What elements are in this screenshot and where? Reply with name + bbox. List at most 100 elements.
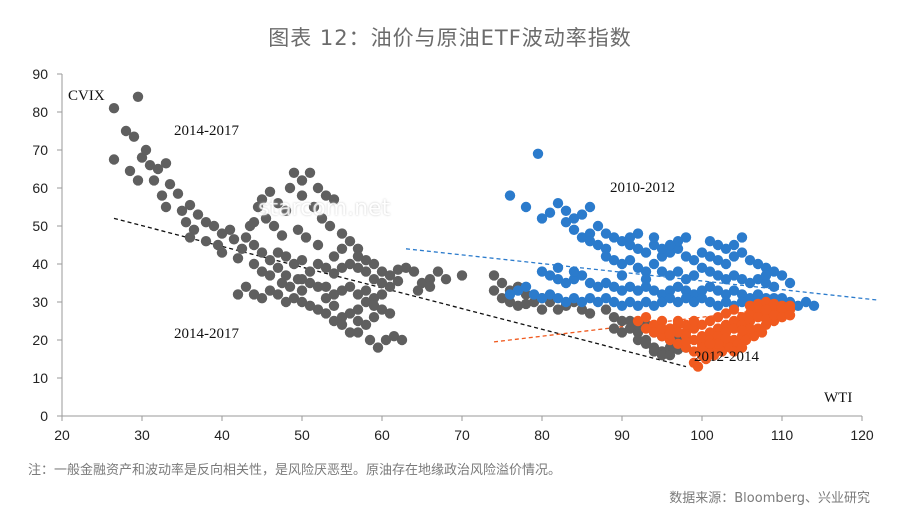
scatter-point-s2 — [680, 285, 692, 296]
scatter-point-s3 — [752, 298, 764, 310]
scatter-point-s2 — [696, 247, 708, 258]
scatter-point-s3 — [688, 315, 700, 327]
scatter-point-s1 — [312, 304, 324, 315]
scatter-point-s2 — [592, 281, 604, 292]
scatter-point-s3 — [776, 312, 788, 323]
scatter-point-s1 — [328, 194, 340, 205]
scatter-point-s1 — [376, 277, 388, 289]
scatter-point-s1 — [304, 266, 316, 277]
scatter-point-s1 — [180, 217, 192, 228]
scatter-point-s1 — [320, 281, 332, 292]
scatter-point-s1 — [228, 234, 240, 245]
scatter-point-s3 — [760, 296, 772, 308]
scatter-point-s2 — [512, 285, 524, 296]
scatter-point-s2 — [664, 247, 676, 258]
scatter-point-s2 — [632, 228, 644, 239]
scatter-point-s3 — [784, 300, 796, 311]
scatter-point-s1 — [440, 274, 452, 285]
scatter-point-s3 — [752, 312, 764, 323]
scatter-point-s1 — [164, 179, 176, 190]
scatter-point-s1 — [432, 266, 444, 277]
scatter-point-s1 — [256, 293, 268, 304]
scatter-point-s1 — [360, 296, 372, 308]
scatter-point-s3 — [736, 312, 748, 323]
scatter-point-s3 — [704, 327, 716, 338]
y-tick-label: 30 — [32, 294, 48, 310]
scatter-point-s1 — [520, 289, 532, 300]
x-tick-label: 20 — [54, 427, 70, 443]
scatter-point-s1 — [296, 255, 308, 266]
scatter-point-s1 — [132, 175, 144, 186]
scatter-point-s2 — [768, 266, 780, 277]
period-annotation: 2014-2017 — [174, 326, 239, 342]
scatter-point-s1 — [108, 154, 120, 165]
scatter-point-s3 — [704, 315, 716, 327]
scatter-point-s2 — [568, 224, 580, 235]
scatter-point-s2 — [728, 285, 740, 296]
scatter-point-s1 — [344, 258, 356, 270]
scatter-point-s2 — [576, 232, 588, 243]
scatter-point-s2 — [664, 285, 676, 296]
scatter-point-s1 — [124, 165, 136, 177]
scatter-point-s2 — [632, 262, 644, 273]
scatter-point-s3 — [744, 315, 756, 327]
scatter-point-s1 — [520, 298, 532, 310]
scatter-point-s1 — [296, 274, 308, 285]
scatter-point-s1 — [360, 266, 372, 277]
scatter-point-s2 — [648, 285, 660, 296]
scatter-point-s1 — [408, 266, 420, 277]
scatter-point-s2 — [720, 296, 732, 308]
scatter-point-s2 — [600, 293, 612, 304]
scatter-point-s1 — [544, 296, 556, 308]
scatter-point-s1 — [316, 213, 328, 224]
scatter-point-s1 — [232, 289, 244, 300]
scatter-point-s1 — [384, 308, 396, 319]
scatter-point-s2 — [720, 243, 732, 254]
scatter-point-s2 — [576, 209, 588, 220]
scatter-point-s2 — [632, 285, 644, 296]
scatter-point-s2 — [600, 228, 612, 239]
scatter-point-s2 — [752, 274, 764, 285]
scatter-point-s2 — [680, 274, 692, 285]
scatter-point-s1 — [308, 201, 320, 213]
scatter-point-s1 — [272, 247, 284, 258]
scatter-point-s1 — [336, 228, 348, 239]
scatter-point-s1 — [320, 293, 332, 304]
scatter-point-s1 — [336, 243, 348, 254]
scatter-point-s1 — [376, 289, 388, 300]
scatter-point-s2 — [736, 274, 748, 285]
scatter-point-s1 — [280, 251, 292, 262]
scatter-point-s2 — [632, 300, 644, 311]
scatter-point-s1 — [488, 270, 500, 281]
scatter-point-s2 — [592, 239, 604, 251]
scatter-point-s1 — [256, 247, 268, 258]
scatter-point-s1 — [276, 230, 288, 241]
scatter-point-s3 — [712, 338, 724, 349]
scatter-point-s1 — [268, 220, 280, 232]
scatter-point-s2 — [808, 300, 820, 311]
scatter-point-s3 — [700, 353, 712, 365]
scatter-point-s1 — [352, 304, 364, 315]
scatter-point-s2 — [544, 207, 556, 218]
scatter-point-s2 — [656, 266, 668, 277]
scatter-point-s1 — [148, 175, 160, 186]
scatter-point-s1 — [224, 224, 236, 235]
scatter-point-s2 — [584, 236, 596, 247]
scatter-point-s1 — [256, 194, 268, 205]
y-tick-label: 70 — [32, 142, 48, 158]
scatter-point-s1 — [352, 315, 364, 327]
scatter-point-s3 — [692, 361, 704, 372]
period-annotation: 2010-2012 — [610, 180, 675, 196]
scatter-point-s1 — [528, 296, 540, 308]
scatter-point-s2 — [616, 300, 628, 311]
scatter-point-s3 — [728, 323, 740, 334]
scatter-point-s3 — [680, 319, 692, 330]
scatter-point-s2 — [688, 289, 700, 300]
scatter-point-s1 — [352, 289, 364, 300]
scatter-point-s1 — [376, 266, 388, 277]
scatter-point-s2 — [648, 300, 660, 311]
chart-title: 图表 12：油价与原油ETF波动率指数 — [268, 26, 632, 50]
scatter-point-s3 — [760, 313, 772, 325]
scatter-point-s1 — [496, 293, 508, 304]
